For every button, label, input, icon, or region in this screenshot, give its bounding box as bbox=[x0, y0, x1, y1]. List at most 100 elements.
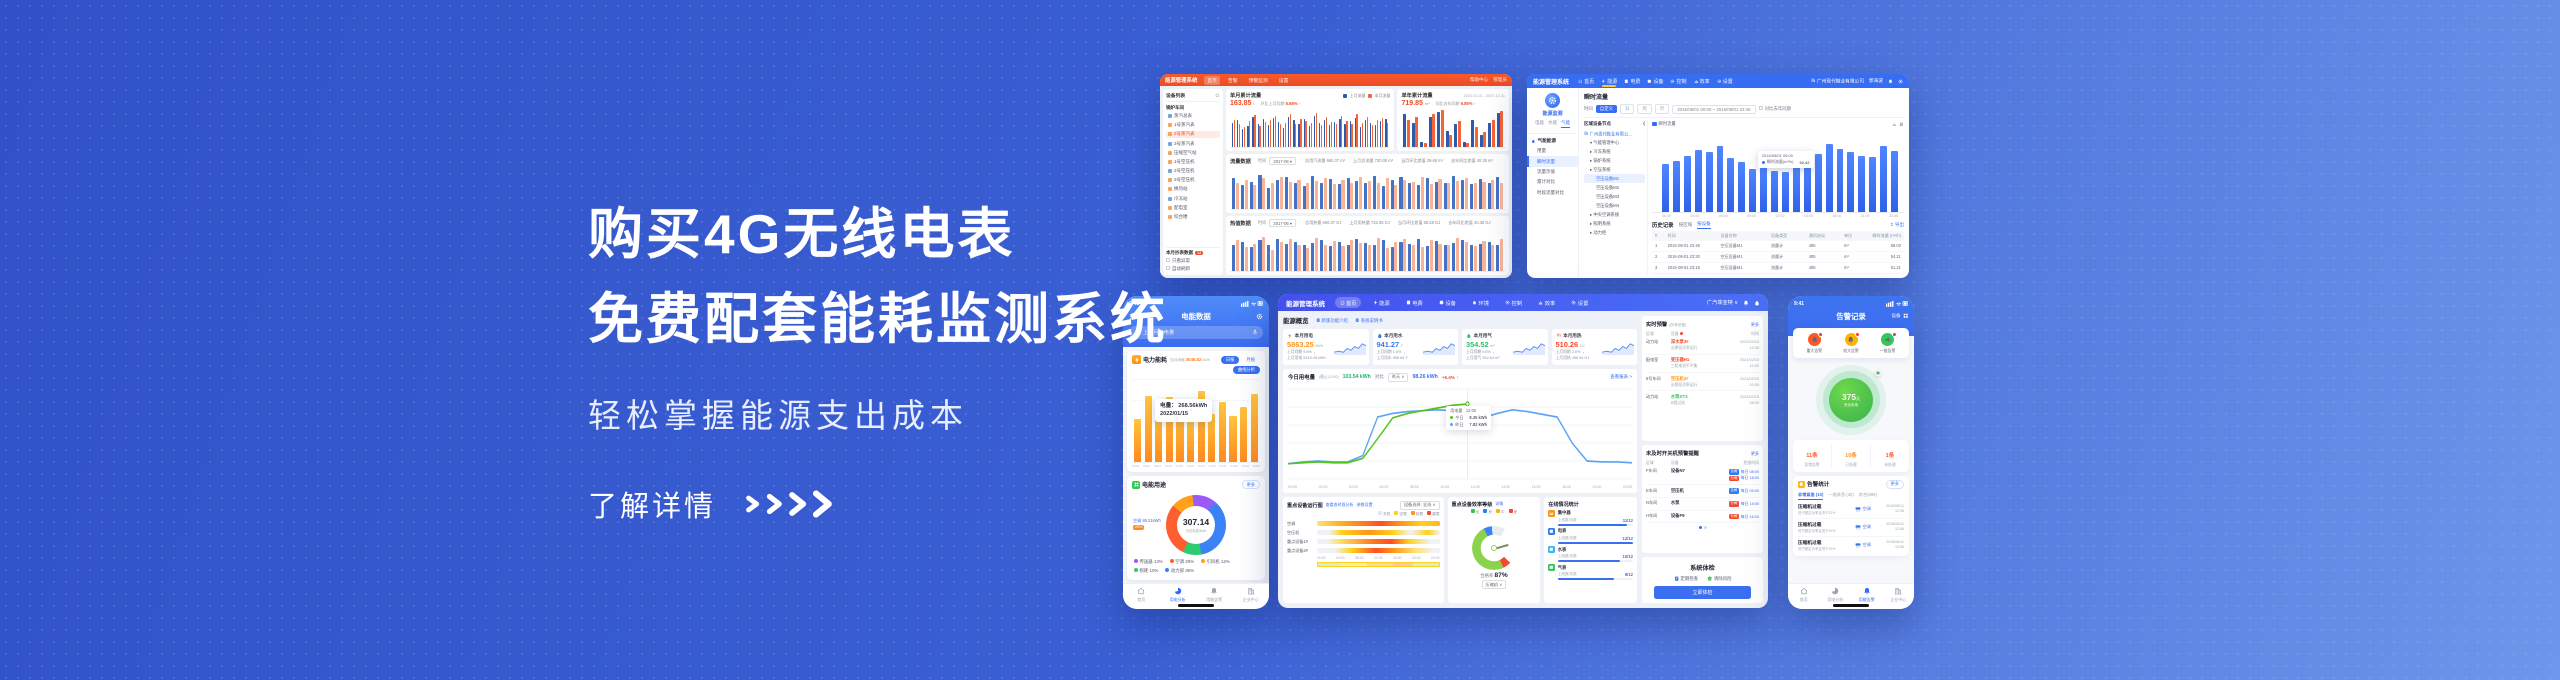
alert-row[interactable]: 6号车间 空压机3# 长期低功率运行 2021/02/15 10:05 bbox=[1646, 373, 1759, 392]
more-button[interactable]: 更多 bbox=[1885, 479, 1904, 489]
energy-type-tab[interactable]: 电能 bbox=[1535, 120, 1544, 125]
blue-nav-item[interactable]: 控制 bbox=[1670, 74, 1687, 88]
orange-tree-item[interactable]: 3号空压机 bbox=[1166, 177, 1220, 185]
preset-button[interactable]: 日 bbox=[1619, 104, 1635, 114]
tab-analysis[interactable]: 用电分析 bbox=[1160, 587, 1197, 609]
panel-link[interactable]: 参数设置 bbox=[1356, 502, 1373, 507]
more-button[interactable]: 更多 bbox=[1241, 480, 1260, 489]
alert-row[interactable]: 动力站 深水泵3# 长期低功率运行 2021/02/15 12:35 bbox=[1646, 337, 1759, 355]
orange-nav-right-item[interactable]: 帮助中心 bbox=[1469, 77, 1489, 82]
orange-tree-item[interactable]: 综合楼 bbox=[1166, 213, 1220, 221]
tree-node[interactable]: ▸ 动力柜 bbox=[1590, 229, 1607, 235]
time-selection-strip[interactable] bbox=[1317, 561, 1440, 567]
tree-root[interactable]: 广州现代鞋业有限公... bbox=[1584, 129, 1645, 138]
device-select[interactable]: 设备选择: 全选 ∨ bbox=[1399, 500, 1440, 510]
blue-menu-item[interactable]: 瞬时流量 bbox=[1527, 156, 1578, 167]
energy-type-tab[interactable]: 水能 bbox=[1548, 120, 1557, 125]
tab-enterprise[interactable]: 企业中心 bbox=[1233, 587, 1270, 609]
orange-tree-item[interactable]: 1号空压机 bbox=[1166, 158, 1220, 166]
main-nav-item[interactable]: 环境 bbox=[1467, 297, 1493, 308]
switch-alert-row[interactable]: N车间 水泵 分闸 每日 15:00 bbox=[1646, 498, 1759, 511]
blue-nav-item[interactable]: 首页 bbox=[1578, 74, 1594, 88]
tab-alerts[interactable]: 用能告警 bbox=[1851, 587, 1883, 609]
blue-nav-item[interactable]: 效率 bbox=[1694, 74, 1710, 88]
blue-nav-item[interactable]: 电费 bbox=[1624, 74, 1640, 88]
panel-link[interactable]: 查看各时段分析 bbox=[1325, 502, 1354, 507]
orange-tree-item[interactable]: 冷冻站 bbox=[1166, 195, 1220, 203]
blue-nav-item[interactable]: 能源 bbox=[1601, 74, 1617, 88]
main-nav-item[interactable]: 控制 bbox=[1501, 297, 1527, 308]
report-pill[interactable]: 日报 bbox=[1220, 355, 1240, 364]
tree-node[interactable]: ▸ 中央空调系统 bbox=[1590, 211, 1620, 217]
tree-node[interactable]: ▸ 空压系统 bbox=[1590, 166, 1611, 172]
orange-nav-item[interactable]: 预警监测 bbox=[1248, 78, 1268, 84]
orange-tree-item[interactable]: 配电室 bbox=[1166, 204, 1220, 212]
tab-analysis[interactable]: 用电分析 bbox=[1820, 587, 1852, 609]
preset-custom-button[interactable]: 自定义 bbox=[1595, 105, 1617, 113]
tree-leaf[interactable]: 空压设备M2 bbox=[1596, 184, 1620, 190]
report-pill[interactable]: 月报 bbox=[1246, 356, 1255, 362]
date-select[interactable]: 2017-06 ▾ bbox=[1269, 219, 1296, 227]
tab-enterprise[interactable]: 企业中心 bbox=[1883, 587, 1915, 609]
orange-tree-item[interactable]: 蒸汽总表 bbox=[1166, 112, 1220, 120]
tree-leaf[interactable]: 空压设备M3 bbox=[1596, 193, 1620, 199]
switch-alert-row[interactable]: F车间 设备N7 合闸 每日 08:00 分闸 每日 18:00 bbox=[1646, 466, 1759, 485]
tree-node[interactable]: ▸ 照明系统 bbox=[1590, 220, 1611, 226]
orange-tree-item[interactable]: 2号空压机 bbox=[1166, 167, 1220, 175]
hamburger-icon[interactable] bbox=[1129, 313, 1136, 320]
orange-nav-item[interactable]: 首页 bbox=[1204, 75, 1220, 85]
compressor-select[interactable]: 压缩机 ∨ bbox=[1481, 580, 1507, 589]
bell-icon[interactable] bbox=[1888, 79, 1893, 84]
export-button[interactable]: ↥ 导出 bbox=[1889, 222, 1904, 227]
tab-home[interactable]: 首页 bbox=[1123, 587, 1160, 609]
curve-analysis-button[interactable]: 曲线分析 bbox=[1232, 366, 1260, 374]
view-report-link[interactable]: 查看报表 > bbox=[1610, 374, 1632, 380]
export-icon[interactable] bbox=[1899, 122, 1904, 127]
section-link[interactable]: 新版功能介绍 bbox=[1316, 318, 1348, 324]
user-name[interactable]: 郭海波 bbox=[1868, 78, 1883, 83]
check-now-button[interactable]: 立即体检 bbox=[1653, 586, 1752, 599]
learn-more-link[interactable]: 了解详情 bbox=[588, 483, 1168, 525]
blue-nav-item[interactable]: 设备 bbox=[1647, 74, 1663, 88]
alarm-type[interactable]: 1 较大告警 bbox=[1843, 331, 1860, 353]
gear-icon[interactable] bbox=[1898, 79, 1903, 84]
alarm-list-row[interactable]: 压缩机过载 低于额定功率且低于20% 空调 2018/08/11 12:56 bbox=[1798, 539, 1904, 551]
alarm-tab[interactable]: 一般紧急 (30) bbox=[1828, 491, 1854, 497]
compare-checkbox[interactable]: 对比去年同期 bbox=[1758, 106, 1791, 112]
more-link[interactable]: 更多 bbox=[1750, 322, 1759, 327]
main-nav-item[interactable]: 能源 bbox=[1368, 297, 1394, 308]
date-range-input[interactable]: 2016/08/01 00:00 ~ 2016/08/01 23:45 bbox=[1672, 104, 1756, 114]
history-table-row[interactable]: 2 2016-08-01 23:30 空压设备M1 流量计 485 m³ 54.21 bbox=[1652, 252, 1904, 263]
energy-type-tab[interactable]: 气能 bbox=[1561, 120, 1570, 128]
sidebar-group[interactable]: 锅炉车间 bbox=[1166, 104, 1184, 110]
alert-row[interactable]: 动力站 水泵KT3 B相过流 2021/02/15 08:30 bbox=[1646, 394, 1759, 406]
main-nav-item[interactable]: 首页 bbox=[1335, 297, 1362, 308]
history-tab[interactable]: 按设备 bbox=[1697, 221, 1711, 229]
pagination-dots[interactable] bbox=[1646, 525, 1759, 529]
orange-tree-item[interactable]: 3号蒸汽表 bbox=[1166, 140, 1220, 148]
bell-icon[interactable] bbox=[1743, 300, 1749, 306]
preset-button[interactable]: 周 bbox=[1637, 104, 1652, 114]
preset-button[interactable]: 月 bbox=[1654, 104, 1670, 114]
orange-nav-right-item[interactable]: 管理员 bbox=[1493, 77, 1507, 82]
blue-menu-item[interactable]: 累计对比 bbox=[1537, 179, 1555, 185]
alert-row[interactable]: 配电室 变压器H1 三相电流不平衡 2021/02/15 10:39 bbox=[1646, 355, 1759, 374]
alarm-tab[interactable]: 非常紧急 (10) bbox=[1798, 492, 1824, 500]
mic-icon[interactable] bbox=[1252, 329, 1258, 335]
orange-tree-item[interactable]: 1号蒸汽表 bbox=[1166, 121, 1220, 129]
alarm-type[interactable]: 2 一般告警 bbox=[1879, 331, 1897, 353]
settings-icon[interactable] bbox=[1256, 313, 1263, 320]
compare-select[interactable]: 昨天 ∨ bbox=[1387, 372, 1409, 382]
history-table-row[interactable]: 3 2016-08-01 23:15 空压设备M1 流量计 485 m³ 51.21 bbox=[1652, 263, 1904, 274]
detail-link[interactable]: 详情 bbox=[1495, 501, 1504, 506]
alarm-type[interactable]: 3 重大告警 bbox=[1806, 331, 1824, 353]
switch-alert-row[interactable]: H车间 设备F9 分闸 每日 16:00 bbox=[1646, 511, 1759, 524]
alarm-list-row[interactable]: 压缩机过载 低于额定功率且低于20% 空调 2018/08/11 12:56 bbox=[1798, 501, 1904, 519]
blue-menu-item[interactable]: 时段流量对比 bbox=[1537, 189, 1564, 195]
main-nav-item[interactable]: 电费 bbox=[1401, 297, 1427, 308]
blue-nav-item[interactable]: 设置 bbox=[1717, 74, 1733, 88]
orange-tree-item[interactable]: 2号蒸汽表 bbox=[1166, 130, 1220, 139]
switch-alert-row[interactable]: E车间 空压机 合闸 每日 09:00 bbox=[1646, 485, 1759, 498]
blue-menu-item[interactable]: 流量示值 bbox=[1537, 168, 1555, 174]
orange-tree-item[interactable]: 换热站 bbox=[1166, 186, 1220, 194]
